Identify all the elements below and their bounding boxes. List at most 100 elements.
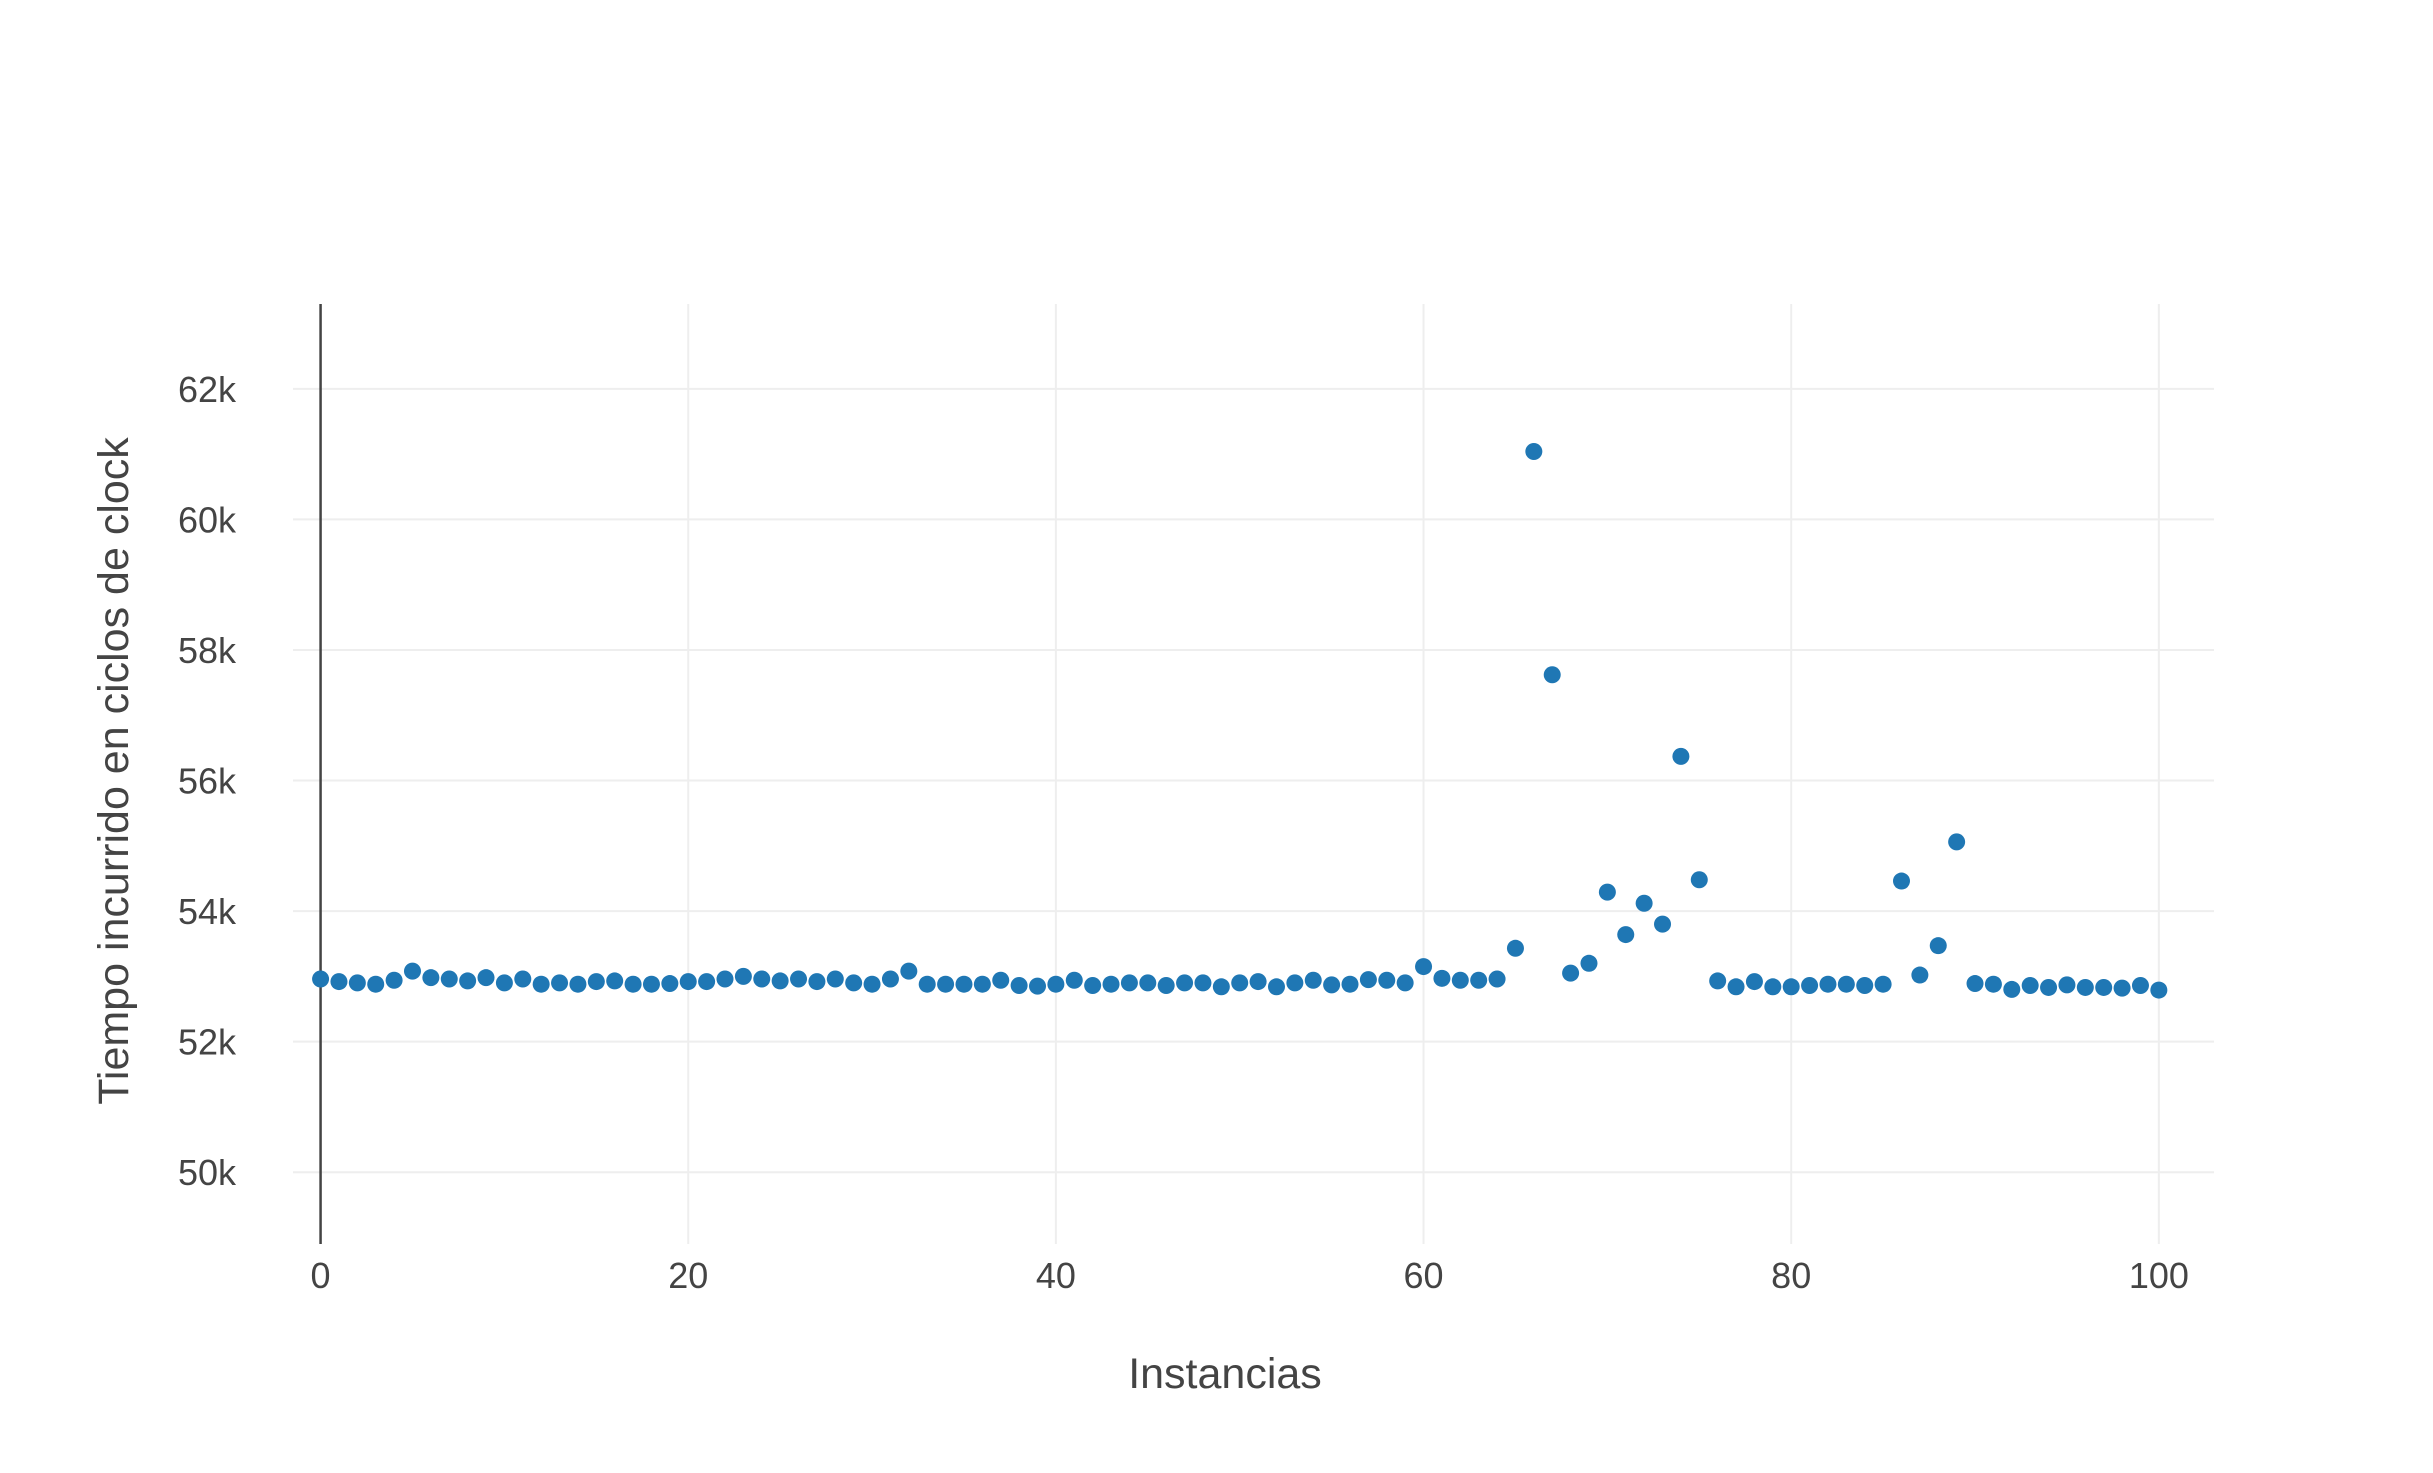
data-point [2076, 978, 2094, 996]
data-point [1323, 976, 1341, 994]
data-point [1764, 978, 1782, 996]
data-point [1506, 939, 1524, 957]
data-point [2040, 978, 2058, 996]
data-point [1562, 964, 1580, 982]
data-point [348, 974, 366, 992]
data-point [1047, 975, 1065, 993]
data-point [2095, 978, 2113, 996]
data-point [1598, 883, 1616, 901]
y-tick-label: 58k [178, 630, 237, 671]
data-point [1837, 975, 1855, 993]
data-point [1065, 971, 1083, 989]
data-point [716, 970, 734, 988]
x-tick-label: 40 [1036, 1255, 1076, 1296]
data-point [1470, 971, 1488, 989]
data-point [1654, 915, 1672, 933]
data-point [1635, 894, 1653, 912]
data-point [587, 973, 605, 991]
data-point [1874, 975, 1892, 993]
data-point [826, 970, 844, 988]
data-point [1120, 974, 1138, 992]
y-tick-label: 62k [178, 369, 237, 410]
data-point [1010, 977, 1028, 994]
data-point [2113, 979, 2131, 997]
x-tick-label: 0 [311, 1255, 331, 1296]
data-point [1176, 974, 1194, 992]
data-point [1745, 973, 1763, 991]
data-point [2150, 981, 2168, 999]
data-point [698, 973, 716, 991]
data-point [918, 975, 936, 993]
data-point [863, 975, 881, 993]
x-axis-title: Instancias [1128, 1350, 1322, 1398]
data-point [881, 970, 899, 988]
data-point [403, 962, 421, 980]
data-point [1617, 926, 1635, 944]
y-tick-label: 54k [178, 891, 237, 932]
data-point [1139, 974, 1157, 992]
data-point [1212, 978, 1230, 996]
data-point [1084, 977, 1102, 994]
data-point [1341, 975, 1359, 993]
data-point [1819, 975, 1837, 993]
data-point [624, 975, 642, 993]
data-point [2021, 977, 2039, 994]
data-point [1304, 971, 1322, 989]
data-point [330, 973, 348, 991]
data-point [2131, 977, 2149, 994]
data-point [661, 975, 679, 993]
data-point [1029, 977, 1047, 995]
data-point [1488, 970, 1506, 988]
data-point [1451, 971, 1469, 989]
data-point [1801, 977, 1819, 994]
data-point [1690, 871, 1708, 889]
data-point [459, 972, 477, 990]
data-point [1580, 954, 1598, 972]
data-point [2003, 980, 2021, 998]
data-point [1709, 972, 1727, 990]
data-point [679, 973, 697, 991]
data-point [514, 970, 532, 988]
data-point [1157, 977, 1175, 994]
data-point [1543, 666, 1561, 684]
y-tick-label: 52k [178, 1022, 237, 1063]
x-tick-label: 20 [668, 1255, 708, 1296]
data-point [1984, 975, 2002, 993]
data-point [606, 972, 624, 990]
data-point [1672, 747, 1690, 765]
grid-lines [293, 304, 2214, 1244]
data-point [1727, 978, 1745, 996]
data-point [845, 974, 863, 992]
data-point [1378, 971, 1396, 989]
y-tick-label: 56k [178, 761, 237, 802]
data-point [771, 972, 789, 990]
data-point [1911, 966, 1929, 984]
data-point [1359, 971, 1377, 989]
data-point [753, 970, 771, 988]
data-point [642, 975, 660, 993]
data-point [312, 970, 330, 988]
data-point [1892, 872, 1910, 890]
data-point [551, 974, 569, 992]
data-point [1856, 977, 1874, 994]
data-point [1267, 978, 1285, 996]
data-point [1249, 973, 1267, 991]
data-point [422, 969, 440, 987]
data-point [790, 970, 808, 988]
data-point [385, 971, 403, 989]
data-point [1415, 958, 1433, 976]
data-point [1966, 975, 1984, 993]
data-point [808, 973, 826, 991]
data-point [532, 975, 550, 993]
data-point [955, 975, 973, 993]
y-axis-title: Tiempo incurrido en ciclos de clock [90, 437, 138, 1105]
y-tick-label: 60k [178, 499, 237, 540]
data-points [312, 443, 2168, 999]
data-point [1433, 969, 1451, 987]
data-point [937, 975, 955, 993]
data-point [495, 974, 513, 992]
data-point [900, 962, 918, 980]
data-point [1525, 443, 1543, 461]
